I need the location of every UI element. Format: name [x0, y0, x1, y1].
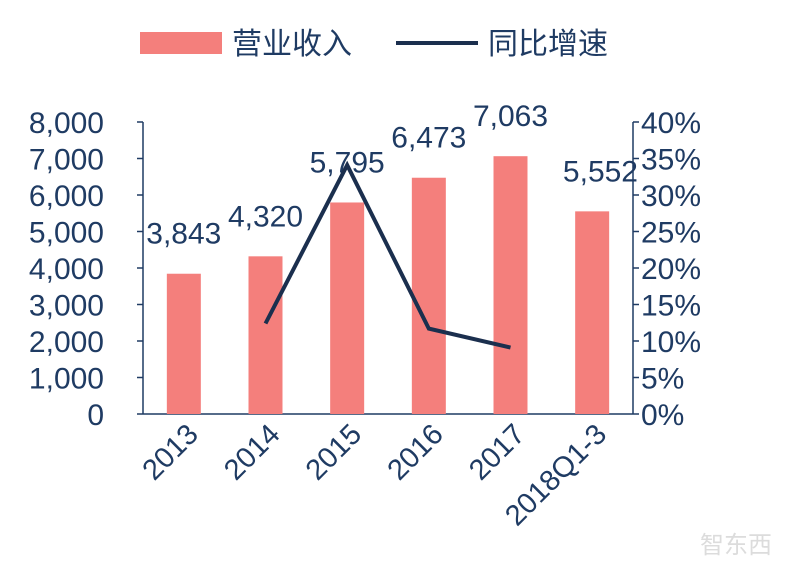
right-y-tick-label: 40%: [641, 107, 701, 140]
right-y-tick-label: 35%: [641, 144, 701, 177]
left-y-tick-label: 7,000: [29, 144, 104, 177]
bar-data-label: 4,320: [228, 200, 303, 233]
right-y-tick-label: 20%: [641, 253, 701, 286]
bar-data-label: 3,843: [146, 218, 221, 251]
bar: [248, 256, 283, 414]
bar: [411, 177, 446, 414]
left-y-tick-label: 0: [87, 399, 104, 432]
legend-bar-label: 营业收入: [232, 27, 352, 62]
left-y-tick-label: 4,000: [29, 253, 104, 286]
left-y-tick-label: 8,000: [29, 107, 104, 140]
x-tick-label: 2014: [218, 418, 286, 486]
bar: [166, 273, 201, 414]
bar-data-label: 7,063: [473, 100, 548, 133]
bar: [493, 156, 528, 414]
x-tick-label: 2016: [382, 418, 450, 486]
legend-line-label: 同比增速: [488, 27, 608, 62]
x-tick-label: 2017: [463, 418, 531, 486]
left-y-tick-label: 2,000: [29, 326, 104, 359]
right-y-tick-label: 15%: [641, 290, 701, 323]
right-y-tick-label: 5%: [641, 363, 684, 396]
bar-data-label: 6,473: [391, 122, 466, 155]
bar-data-label: 5,552: [563, 155, 638, 188]
right-y-tick-label: 0%: [641, 399, 684, 432]
right-y-tick-label: 30%: [641, 180, 701, 213]
watermark: 智东西: [700, 531, 772, 559]
growth-line: [263, 160, 511, 350]
legend-bar-swatch: [140, 32, 222, 54]
right-y-ticks: 0%5% 10%15% 20%25% 30%35% 40%: [633, 107, 701, 432]
right-y-tick-label: 25%: [641, 217, 701, 250]
left-y-tick-label: 3,000: [29, 290, 104, 323]
bar: [330, 202, 365, 414]
left-y-tick-label: 1,000: [29, 363, 104, 396]
bar: [575, 211, 610, 414]
left-y-tick-label: 5,000: [29, 217, 104, 250]
x-tick-label: 2013: [137, 418, 205, 486]
growth-line-series: [263, 160, 511, 350]
legend: 营业收入 同比增速: [140, 27, 608, 62]
bar-series: [166, 156, 610, 414]
x-tick-label: 2015: [300, 418, 368, 486]
left-y-tick-label: 6,000: [29, 180, 104, 213]
right-y-tick-label: 10%: [641, 326, 701, 359]
